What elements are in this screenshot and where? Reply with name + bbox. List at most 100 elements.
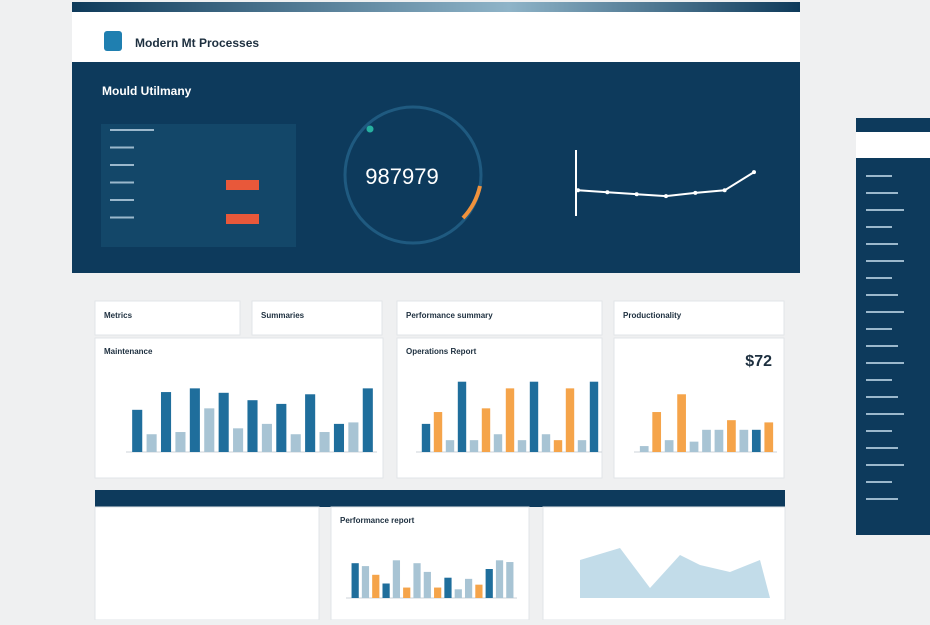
bar (639, 446, 649, 452)
bar (348, 422, 359, 452)
bar (421, 423, 431, 452)
chart-title: Maintenance (104, 347, 153, 356)
sidebar-head (856, 132, 930, 158)
bar (485, 569, 493, 598)
bar (457, 381, 467, 452)
text-line (866, 311, 904, 313)
gauge-dot (366, 125, 374, 133)
bar (517, 440, 527, 452)
line-point (605, 190, 610, 195)
card-title: Summaries (261, 311, 305, 320)
text-line (866, 226, 892, 228)
text-line (866, 498, 898, 500)
bar (454, 589, 462, 598)
text-line (110, 216, 134, 219)
bar (132, 409, 143, 452)
text-line (866, 260, 904, 262)
bar (218, 392, 229, 452)
bar (382, 583, 390, 598)
card (94, 300, 241, 336)
bar (413, 563, 421, 598)
bar (464, 578, 473, 598)
line-point (722, 188, 727, 193)
card (396, 300, 603, 336)
bar (403, 587, 411, 598)
line-point (752, 170, 756, 175)
text-line (866, 345, 898, 347)
line-point (664, 194, 668, 199)
hero-table (101, 124, 296, 247)
card (613, 300, 785, 336)
bar (652, 412, 662, 452)
text-line (110, 146, 134, 149)
text-line (110, 199, 134, 201)
section-bar (95, 490, 785, 507)
badge (226, 180, 259, 190)
bar (204, 408, 215, 452)
text-line (866, 209, 904, 211)
bar (290, 434, 301, 452)
card-title: Metrics (104, 311, 133, 320)
bar (493, 434, 503, 452)
bar (444, 577, 452, 598)
bar (445, 440, 455, 452)
card-title: Productionality (623, 311, 682, 320)
text-line (866, 464, 904, 466)
text-line (866, 447, 898, 449)
bar (677, 394, 686, 452)
bar (714, 429, 724, 452)
bar (423, 571, 431, 598)
bar (529, 381, 539, 452)
chart-title: Performance report (340, 516, 415, 525)
line-point (693, 190, 698, 195)
bar (541, 434, 551, 452)
bar (433, 412, 443, 452)
chart-card (94, 337, 384, 479)
line-point (634, 192, 639, 197)
bar (233, 428, 244, 452)
text-line (866, 175, 892, 177)
chart-card (613, 337, 785, 479)
bar (261, 423, 272, 452)
chart-title: Operations Report (406, 347, 477, 356)
bar (739, 429, 749, 452)
text-line (866, 396, 898, 398)
bar (160, 392, 172, 452)
bar (505, 388, 515, 452)
bar (506, 562, 514, 598)
text-line (866, 192, 898, 194)
bar (727, 420, 736, 452)
text-line (866, 294, 898, 296)
header (72, 12, 800, 62)
card (94, 506, 320, 621)
bar (146, 434, 157, 452)
bar (664, 440, 674, 452)
text-line (866, 413, 904, 415)
text-line (866, 243, 898, 245)
bar (319, 432, 330, 452)
app-title: Modern Mt Processes (135, 36, 259, 50)
bar (764, 422, 774, 452)
card (251, 300, 383, 336)
bar (392, 560, 401, 598)
card (542, 506, 786, 621)
bar (469, 440, 479, 452)
hero-title: Mould Utilmany (102, 84, 192, 98)
bar (333, 423, 345, 452)
text-line (866, 379, 892, 381)
gauge-value: 987979 (365, 164, 438, 189)
text-line (866, 430, 892, 432)
bar (362, 388, 373, 452)
text-line (110, 164, 134, 166)
sidebar (856, 118, 930, 535)
line-point (576, 188, 580, 193)
text-line (110, 181, 134, 184)
bar (434, 587, 442, 598)
text-line (866, 362, 904, 364)
bar (553, 440, 563, 452)
chart-title: $72 (745, 353, 772, 370)
bar (305, 394, 316, 452)
text-line (866, 481, 892, 483)
